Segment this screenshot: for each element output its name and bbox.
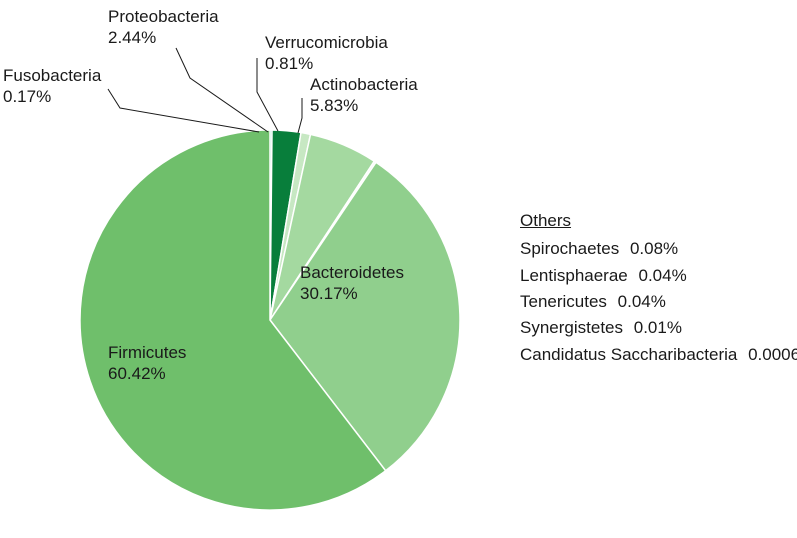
others-item: Spirochaetes 0.08% — [520, 236, 797, 262]
leader-proteobacteria — [176, 48, 268, 132]
others-item: Synergistetes 0.01% — [520, 315, 797, 341]
label-actinobacteria-name: Actinobacteria — [310, 74, 418, 95]
label-fusobacteria-name: Fusobacteria — [3, 65, 101, 86]
others-item: Candidatus Saccharibacteria 0.0006% — [520, 342, 797, 368]
label-bacteroidetes-name: Bacteroidetes — [300, 262, 404, 283]
label-bacteroidetes-pct: 30.17% — [300, 283, 404, 304]
label-proteobacteria-pct: 2.44% — [108, 27, 219, 48]
others-item-pct: 0.0006% — [748, 345, 797, 364]
label-firmicutes-name: Firmicutes — [108, 342, 186, 363]
others-item-pct: 0.08% — [630, 239, 678, 258]
label-fusobacteria: Fusobacteria 0.17% — [3, 65, 101, 108]
label-actinobacteria-pct: 5.83% — [310, 95, 418, 116]
label-firmicutes-pct: 60.42% — [108, 363, 186, 384]
label-proteobacteria-name: Proteobacteria — [108, 6, 219, 27]
others-item-name: Synergistetes — [520, 318, 629, 337]
others-item-name: Tenericutes — [520, 292, 613, 311]
others-item-name: Lentisphaerae — [520, 266, 634, 285]
label-actinobacteria: Actinobacteria 5.83% — [310, 74, 418, 117]
others-item-pct: 0.04% — [639, 266, 687, 285]
others-item-pct: 0.04% — [618, 292, 666, 311]
others-item-pct: 0.01% — [634, 318, 682, 337]
label-bacteroidetes: Bacteroidetes 30.17% — [300, 262, 404, 305]
others-item: Lentisphaerae 0.04% — [520, 263, 797, 289]
others-item-name: Candidatus Saccharibacteria — [520, 345, 743, 364]
others-title: Others — [520, 208, 797, 234]
others-item: Tenericutes 0.04% — [520, 289, 797, 315]
label-verrucomicrobia-pct: 0.81% — [265, 53, 388, 74]
leader-actinobacteria — [298, 98, 302, 133]
others-list: Others Spirochaetes 0.08% Lentisphaerae … — [520, 208, 797, 368]
label-verrucomicrobia-name: Verrucomicrobia — [265, 32, 388, 53]
label-fusobacteria-pct: 0.17% — [3, 86, 101, 107]
others-item-name: Spirochaetes — [520, 239, 625, 258]
label-proteobacteria: Proteobacteria 2.44% — [108, 6, 219, 49]
label-firmicutes: Firmicutes 60.42% — [108, 342, 186, 385]
label-verrucomicrobia: Verrucomicrobia 0.81% — [265, 32, 388, 75]
